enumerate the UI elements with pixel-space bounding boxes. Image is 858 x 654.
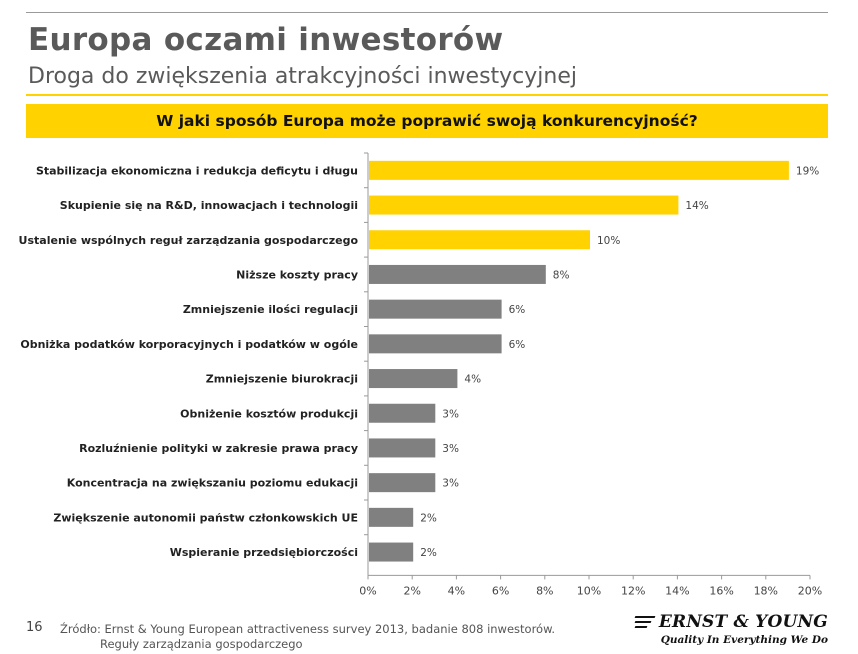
ernst-young-logo: ERNST & YOUNG Quality In Everything We D…	[634, 611, 828, 646]
x-tick-label: 12%	[621, 584, 645, 595]
x-tick-label: 2%	[403, 584, 420, 595]
source-line-2: Reguły zarządzania gospodarczego	[100, 637, 303, 651]
category-label: Niższe koszty pracy	[236, 268, 358, 281]
category-label: Skupienie się na R&D, innowacjach i tech…	[60, 199, 358, 212]
top-rule	[26, 12, 828, 13]
data-label: 8%	[553, 269, 570, 281]
page-number: 16	[26, 620, 43, 635]
category-label: Ustalenie wspólnych reguł zarządzania go…	[19, 234, 359, 247]
x-tick-label: 6%	[492, 584, 509, 595]
bar	[369, 299, 502, 319]
logo-bars-icon	[634, 615, 656, 629]
bar	[369, 473, 436, 493]
bar-chart: Stabilizacja ekonomiczna i redukcja defi…	[19, 152, 822, 595]
x-tick-label: 18%	[754, 584, 778, 595]
x-tick-label: 0%	[359, 584, 376, 595]
page-subtitle: Droga do zwiększenia atrakcyjności inwes…	[28, 64, 578, 89]
bar	[369, 438, 436, 458]
data-label: 3%	[442, 478, 459, 490]
category-label: Zmniejszenie biurokracji	[206, 373, 358, 386]
bar	[369, 369, 458, 389]
bar	[369, 195, 679, 215]
bar	[369, 507, 414, 527]
category-label: Rozluźnienie polityki w zakresie prawa p…	[79, 442, 358, 455]
question-band: W jaki sposób Europa może poprawić swoją…	[26, 104, 828, 138]
data-label: 2%	[420, 512, 437, 524]
bar	[369, 542, 414, 562]
data-label: 6%	[509, 304, 526, 316]
bar	[369, 160, 789, 180]
category-label: Wspieranie przedsiębiorczości	[170, 546, 358, 559]
x-tick-label: 14%	[665, 584, 689, 595]
bar	[369, 334, 502, 354]
data-label: 3%	[442, 443, 459, 455]
source-note: Źródło: Ernst & Young European attractiv…	[60, 622, 555, 652]
data-label: 2%	[420, 547, 437, 559]
x-tick-label: 10%	[577, 584, 601, 595]
data-label: 14%	[685, 200, 708, 212]
data-label: 4%	[464, 374, 481, 386]
bar	[369, 403, 436, 423]
subtitle-rule	[26, 94, 828, 96]
page-title: Europa oczami inwestorów	[28, 22, 504, 58]
source-line-1: Źródło: Ernst & Young European attractiv…	[60, 622, 556, 636]
chart-title: W jaki sposób Europa może poprawić swoją…	[156, 112, 698, 130]
category-label: Stabilizacja ekonomiczna i redukcja defi…	[36, 164, 358, 177]
x-tick-label: 20%	[798, 584, 822, 595]
x-tick-label: 4%	[448, 584, 465, 595]
x-tick-label: 16%	[709, 584, 733, 595]
data-label: 6%	[509, 339, 526, 351]
bar	[369, 264, 546, 284]
category-label: Zwiększenie autonomii państw członkowski…	[53, 511, 358, 524]
data-label: 3%	[442, 408, 459, 420]
x-tick-label: 8%	[536, 584, 553, 595]
data-label: 19%	[796, 165, 819, 177]
logo-name: ERNST & YOUNG	[658, 611, 828, 632]
category-label: Obniżenie kosztów produkcji	[180, 407, 358, 420]
data-label: 10%	[597, 235, 620, 247]
bar	[369, 230, 590, 250]
category-label: Obniżka podatków korporacyjnych i podatk…	[20, 338, 358, 351]
category-label: Koncentracja na zwiększaniu poziomu eduk…	[67, 477, 358, 490]
category-label: Zmniejszenie ilości regulacji	[183, 303, 358, 316]
logo-tagline: Quality In Everything We Do	[660, 633, 828, 646]
